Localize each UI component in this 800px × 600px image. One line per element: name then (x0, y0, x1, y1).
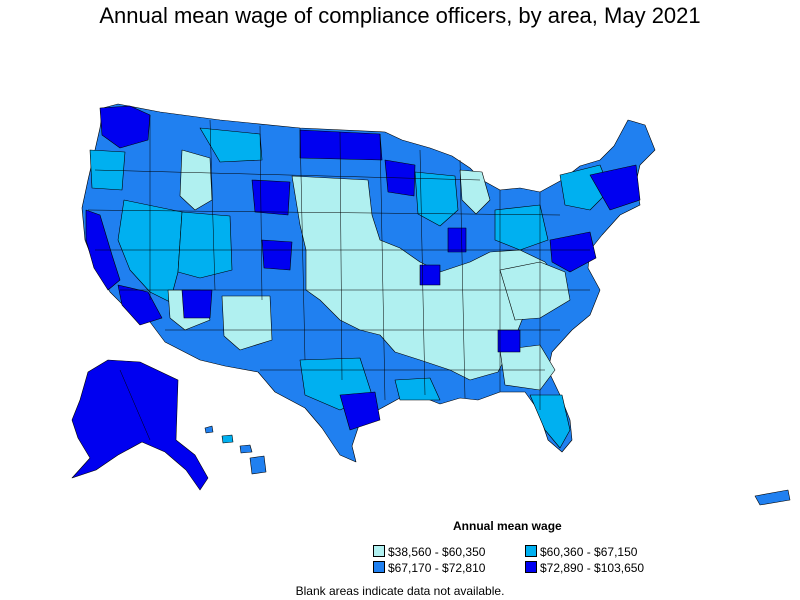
hawaii-big-island (249, 455, 267, 475)
boundary-lines (87, 115, 590, 410)
region-atlanta-bin4 (497, 329, 521, 353)
legend-swatch-bin2 (525, 545, 537, 557)
alaska (71, 359, 209, 491)
footnote: Blank areas indicate data not available. (295, 584, 505, 598)
region-chicago-bin4 (447, 227, 467, 253)
region-utah-bin2 (177, 211, 233, 279)
legend-label-bin2: $60,360 - $67,150 (540, 545, 638, 559)
region-wisconsin-bin2 (414, 171, 459, 227)
legend-label-bin1: $38,560 - $60,350 (388, 545, 486, 559)
legend-item-bin4: $72,890 - $103,650 (525, 561, 644, 575)
region-houston-bin4 (339, 391, 381, 431)
alaska-inset (71, 359, 209, 491)
legend-item-bin1: $38,560 - $60,350 (373, 545, 485, 559)
region-kansascity-bin4 (419, 264, 441, 286)
puerto-rico (754, 489, 791, 506)
hawaii-maui (239, 444, 253, 454)
legend-title: Annual mean wage (453, 519, 562, 533)
region-michigan-light (459, 169, 491, 215)
region-oregon-bin2 (89, 149, 126, 191)
region-colorado-bin4 (261, 239, 293, 271)
region-georgia-light (499, 344, 556, 391)
region-louisiana-bin2 (394, 377, 441, 401)
hawaii-oahu (221, 434, 234, 444)
hawaii-kauai (204, 425, 214, 434)
map-title: Annual mean wage of compliance officers,… (99, 3, 701, 28)
region-midatlantic-bin4 (549, 231, 597, 273)
region-washington-bin4 (99, 105, 151, 149)
legend-item-bin2: $60,360 - $67,150 (525, 545, 637, 559)
contiguous-us (81, 103, 656, 463)
legend-item-bin3: $67,170 - $72,810 (373, 561, 485, 575)
legend-label-bin4: $72,890 - $103,650 (540, 561, 645, 575)
puerto-rico-inset (754, 489, 791, 506)
region-idaho-light (179, 149, 213, 211)
region-northdakota-bin4 (299, 129, 383, 161)
region-newengland-bin4 (589, 164, 641, 211)
legend-swatch-bin4 (525, 561, 537, 573)
region-newmexico-bin4 (181, 289, 213, 319)
region-wyoming-bin4 (251, 179, 291, 216)
us-map (71, 103, 791, 506)
region-montana-north-bin2 (199, 127, 263, 163)
hawaii-inset (204, 425, 267, 475)
region-ohio-bin2 (494, 204, 549, 251)
alaska-division (119, 369, 151, 441)
region-socal-bin4 (117, 284, 163, 326)
legend-swatch-bin3 (373, 561, 385, 573)
legend-swatch-bin1 (373, 545, 385, 557)
legend-label-bin3: $67,170 - $72,810 (388, 561, 486, 575)
